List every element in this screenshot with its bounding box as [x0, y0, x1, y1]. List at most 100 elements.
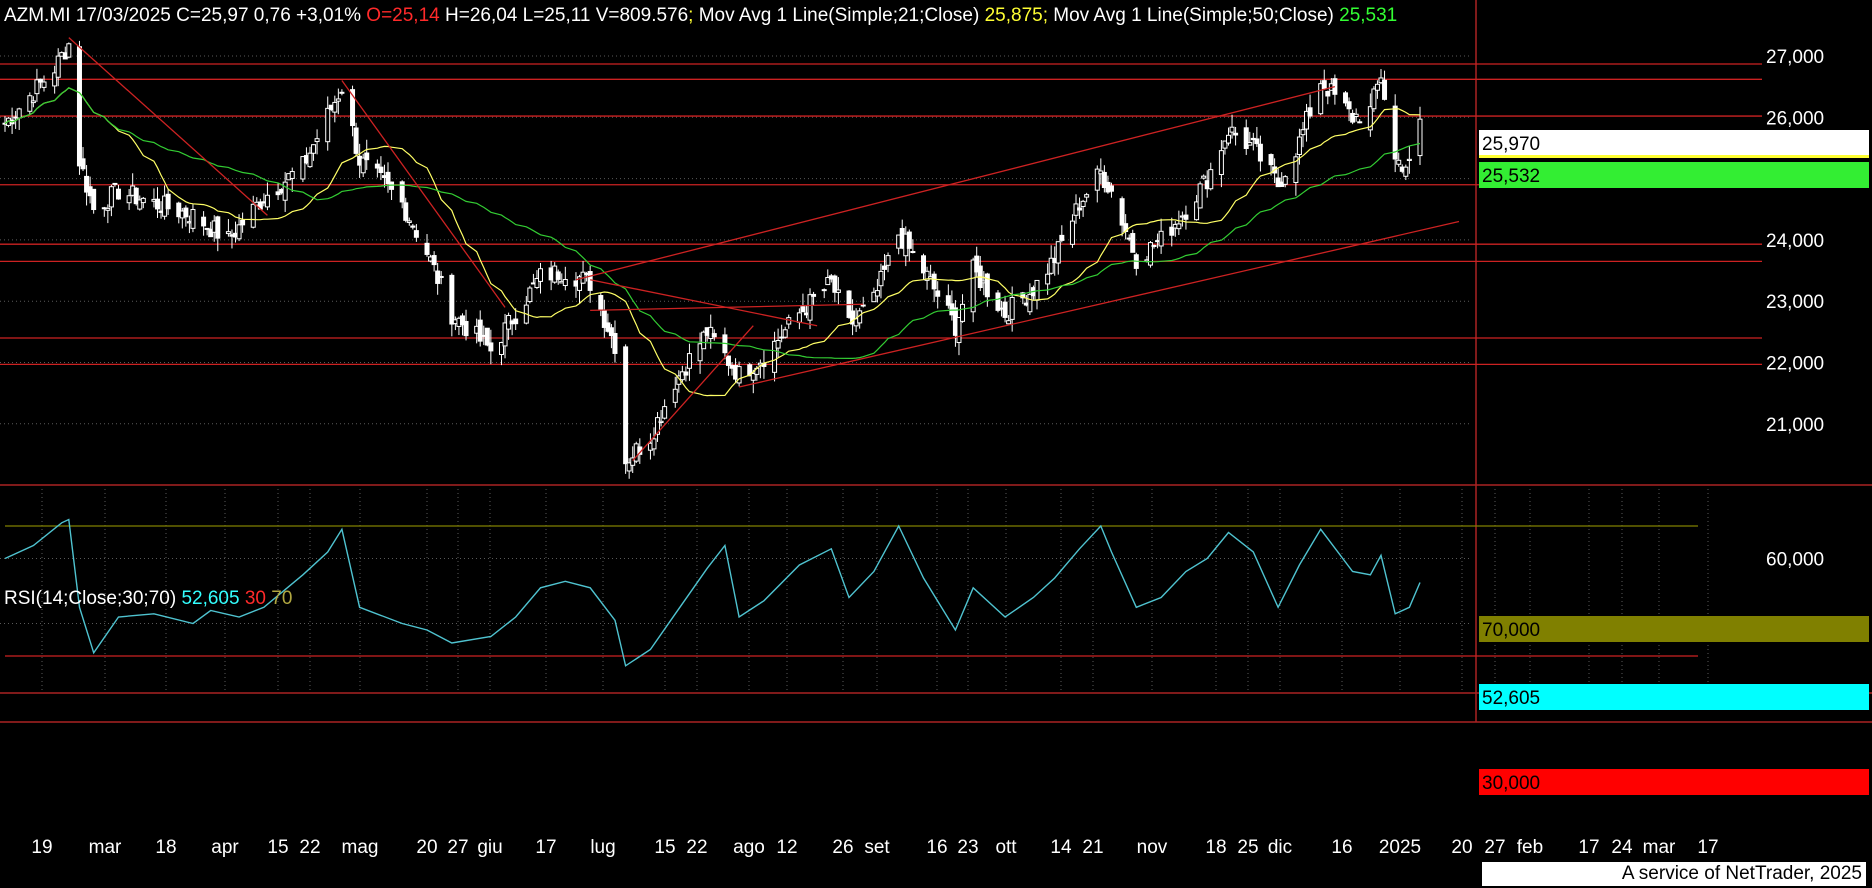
- time-tick-label: 17: [535, 837, 556, 858]
- candle-body: [385, 171, 391, 185]
- candle-body: [906, 231, 912, 249]
- ma21-value: 25,875: [984, 5, 1043, 26]
- candle-body: [1130, 233, 1136, 253]
- candle-body: [697, 343, 703, 362]
- time-tick-label: 21: [1082, 837, 1103, 858]
- candle-body: [1055, 241, 1061, 264]
- candle-body: [477, 319, 483, 342]
- candle-body: [406, 220, 412, 223]
- candle-body: [775, 340, 781, 349]
- time-tick-label: 22: [299, 837, 320, 858]
- candle-body: [626, 462, 632, 472]
- candle-body: [725, 355, 731, 366]
- candle-body: [956, 316, 962, 344]
- candle-body: [424, 242, 430, 255]
- trendline: [738, 220, 1460, 388]
- ma21-line: [4, 87, 1421, 397]
- candle-body: [27, 95, 33, 112]
- candle-body: [825, 276, 831, 286]
- rsi-box-label: 70,000: [1482, 620, 1540, 641]
- candle-body: [1233, 132, 1239, 136]
- candle-body: [1406, 158, 1412, 161]
- ma50-line: [4, 87, 1421, 359]
- candle-body: [711, 333, 717, 338]
- candle-body: [154, 198, 160, 210]
- candle-body: [885, 255, 891, 266]
- candle-body: [84, 175, 90, 193]
- candle-body: [325, 107, 331, 143]
- candle-body: [984, 273, 990, 298]
- candle-body: [527, 287, 533, 303]
- candle-body: [924, 270, 930, 281]
- candle-body: [1059, 234, 1065, 241]
- candle-body: [881, 265, 887, 270]
- candle-body: [1353, 113, 1359, 117]
- time-tick-label: 27: [447, 837, 468, 858]
- candle-body: [215, 216, 221, 239]
- rsi-high-level: 70: [271, 588, 293, 609]
- candle-body: [502, 322, 508, 347]
- candle-body: [1084, 194, 1090, 198]
- candle-body: [1119, 198, 1125, 226]
- candle-body: [66, 43, 72, 58]
- price-tick-label: 23,000: [1766, 292, 1824, 313]
- candle-body: [1201, 175, 1207, 179]
- candle-body: [350, 89, 356, 127]
- candle-body: [1382, 79, 1388, 100]
- rsi-box-bg: [1479, 684, 1869, 710]
- footer-credit: A service of NetTrader, 2025: [1482, 862, 1866, 886]
- candle-body: [782, 329, 788, 338]
- candle-body: [137, 199, 143, 210]
- price-box-label: 25,532: [1482, 166, 1540, 187]
- candle-body: [353, 127, 359, 154]
- candle-body: [612, 333, 618, 354]
- candle-body: [835, 289, 841, 293]
- candle-body: [1296, 136, 1302, 156]
- candle-body: [289, 171, 295, 179]
- candle-body: [1045, 273, 1051, 285]
- candle-body: [1048, 257, 1054, 274]
- candle-body: [165, 193, 171, 210]
- candle-body: [1208, 169, 1214, 190]
- candle-body: [1080, 200, 1086, 207]
- time-tick-label: 27: [1484, 837, 1505, 858]
- candle-body: [374, 163, 380, 169]
- candle-body: [105, 207, 111, 211]
- candle-body: [176, 202, 182, 218]
- candle-body: [1002, 301, 1008, 318]
- time-tick-label: 15: [267, 837, 288, 858]
- candle-body: [538, 268, 544, 282]
- candle-body: [850, 310, 856, 325]
- symbol-info: AZM.MI 17/03/2025 C=25,97 0,76 +3,01%: [4, 5, 362, 26]
- price-tick-label: 22,000: [1766, 354, 1824, 375]
- time-tick-label: 18: [1205, 837, 1226, 858]
- candle-body: [335, 98, 341, 102]
- candle-body: [282, 181, 288, 201]
- time-tick-label: 20: [1451, 837, 1472, 858]
- time-tick-label: 16: [926, 837, 947, 858]
- candle-body: [1183, 214, 1189, 220]
- candle-body: [37, 78, 43, 83]
- time-tick-label: 14: [1050, 837, 1072, 858]
- time-tick-label: 17: [1697, 837, 1718, 858]
- candle-body: [399, 181, 405, 203]
- candle-body: [1304, 110, 1310, 130]
- candle-body: [1403, 166, 1409, 177]
- candle-body: [1027, 293, 1033, 313]
- candle-body: [1108, 185, 1114, 192]
- trendline: [68, 37, 268, 216]
- candle-body: [1077, 207, 1083, 211]
- time-tick-label: nov: [1137, 837, 1168, 858]
- candle-body: [1257, 143, 1263, 162]
- time-tick-label: giu: [477, 837, 502, 858]
- candle-body: [300, 156, 306, 180]
- candle-body: [701, 331, 707, 350]
- candle-body: [796, 312, 802, 323]
- candle-body: [1009, 296, 1015, 320]
- rsi-box-bg: [1479, 616, 1869, 642]
- candle-body: [1350, 112, 1356, 123]
- price-tick-label: 27,000: [1766, 47, 1824, 68]
- candle-body: [250, 203, 256, 228]
